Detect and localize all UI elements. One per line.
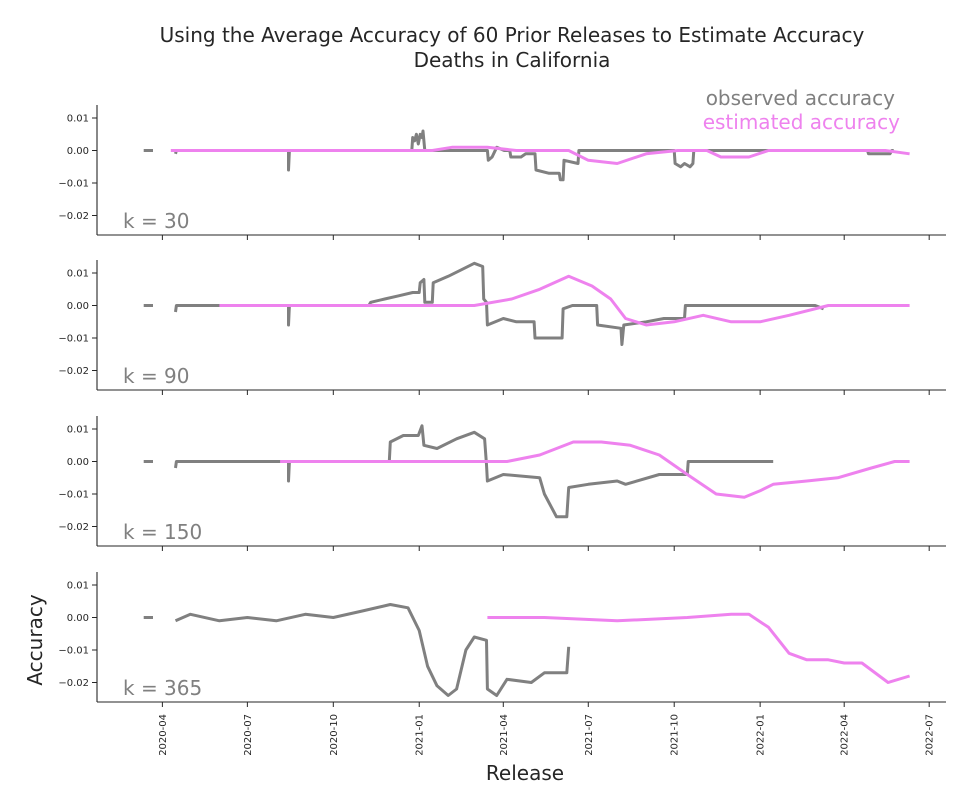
estimated-accuracy-line [170,145,910,165]
y-tick-label: 0.01 [67,581,89,592]
y-tick-label: −0.01 [58,490,89,501]
panel-k-label: k = 90 [123,364,190,388]
estimated-accuracy-line [487,612,911,684]
x-tick-label: 2022-04 [840,714,851,756]
y-tick-label: 0.01 [67,114,89,125]
panel-k-label: k = 365 [123,676,202,700]
x-tick-label: 2020-04 [158,714,169,756]
y-tick-label: 0.00 [67,301,89,312]
observed-accuracy-line [174,261,825,346]
y-tick-label: 0.00 [67,146,89,157]
x-tick-label: 2021-01 [415,714,426,756]
x-tick-label: 2021-10 [670,714,681,756]
panel-1: 0.01 0.00 −0.01 −0.02 k = 30 [58,105,946,240]
chart-title-line2: Deaths in California [414,48,611,72]
x-tick-label: 2020-07 [243,714,254,756]
x-axis-label: Release [486,761,564,785]
panel-3: 0.01 0.00 −0.01 −0.02 k = 150 [58,416,946,551]
x-tick-label: 2020-10 [329,714,340,756]
legend-observed-accuracy: observed accuracy [706,86,895,110]
y-tick-label: 0.00 [67,457,89,468]
y-tick-label: −0.02 [58,522,89,533]
y-tick-label: −0.02 [58,211,89,222]
legend-estimated-accuracy: estimated accuracy [703,110,900,134]
chart-title-line1: Using the Average Accuracy of 60 Prior R… [160,23,865,47]
panel-2: 0.01 0.00 −0.01 −0.02 k = 90 [58,260,946,395]
y-tick-label: −0.01 [58,646,89,657]
y-tick-label: −0.02 [58,366,89,377]
x-tick-label: 2021-07 [584,714,595,756]
y-tick-label: −0.01 [58,334,89,345]
estimated-accuracy-line [280,440,910,499]
y-tick-label: −0.01 [58,179,89,190]
panel-k-label: k = 150 [123,520,202,544]
observed-accuracy-line [174,603,571,697]
x-tick-label: 2022-01 [756,714,767,756]
y-tick-label: −0.02 [58,678,89,689]
panel-k-label: k = 30 [123,209,190,233]
observed-accuracy-line [174,129,894,182]
y-tick-label: 0.01 [67,425,89,436]
y-tick-label: 0.01 [67,269,89,280]
y-axis-label: Accuracy [23,594,47,685]
x-tick-label: 2021-04 [499,714,510,756]
panels-group: 0.01 0.00 −0.01 −0.02 k = 30 0.01 0.00 −0.01 −0.… [58,105,946,707]
y-tick-label: 0.00 [67,613,89,624]
legend: observed accuracy estimated accuracy [703,86,900,134]
estimated-accuracy-line [219,274,910,327]
panel-4: 0.01 0.00 −0.01 −0.02 k = 365 [58,572,946,707]
x-axis: 2020-04 2020-07 2020-10 2021-01 2021-04 2021-… [158,714,936,756]
x-tick-label: 2022-07 [925,714,936,756]
